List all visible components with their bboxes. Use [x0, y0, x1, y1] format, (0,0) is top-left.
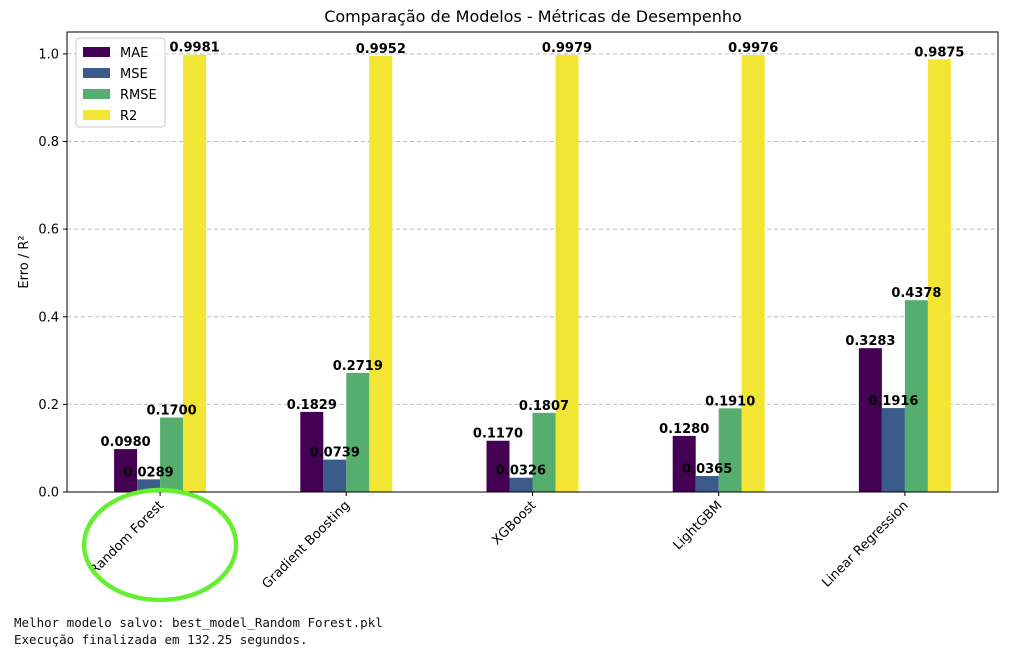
bar-mae-1 [300, 411, 324, 492]
legend-label: MSE [120, 67, 148, 82]
model-comparison-chart: Comparação de Modelos - Métricas de Dese… [17, 7, 999, 603]
legend-swatch [83, 110, 110, 120]
x-tick-label: XGBoost [489, 498, 539, 548]
bar-value-label: 0.0365 [682, 462, 732, 477]
bar-labels-group: 0.0980 0.0289 0.1700 0.9981 0.1829 0.0739 0.27… [101, 41, 965, 481]
legend-label: RMSE [120, 88, 157, 103]
bar-value-label: 0.1280 [659, 422, 709, 437]
bar-mae-0 [114, 449, 138, 492]
bar-value-label: 0.1700 [147, 404, 197, 419]
bar-r2-3 [741, 54, 765, 493]
bar-rmse-1 [346, 372, 370, 492]
bar-rmse-4 [904, 300, 928, 492]
bar-value-label: 0.1916 [868, 394, 918, 409]
bar-value-label: 0.0326 [496, 464, 546, 479]
y-tick-label: 1.0 [38, 47, 59, 62]
bar-value-label: 0.4378 [891, 286, 941, 301]
bar-r2-1 [369, 56, 393, 492]
bar-mse-4 [881, 408, 905, 492]
bar-r2-2 [555, 54, 579, 492]
highlight-circle [81, 487, 239, 603]
bar-mae-4 [858, 348, 882, 492]
bar-value-label: 0.1170 [473, 427, 523, 442]
legend-swatch [83, 47, 110, 57]
bar-value-label: 0.1807 [519, 399, 569, 414]
console-line-execution-time: Execução finalizada em 132.25 segundos. [14, 632, 308, 647]
bar-value-label: 0.9952 [356, 42, 406, 57]
console-output: Melhor modelo salvo: best_model_Random F… [14, 614, 383, 648]
bar-value-label: 0.1910 [705, 394, 755, 409]
bar-value-label: 0.9979 [542, 41, 592, 56]
x-tick-label: LightGBM [671, 498, 726, 553]
bar-mse-3 [695, 476, 719, 492]
bar-rmse-0 [160, 417, 184, 492]
bar-rmse-3 [718, 408, 742, 492]
y-tick-label: 0.6 [38, 223, 59, 238]
bar-value-label: 0.3283 [845, 334, 895, 349]
bars-group [114, 54, 951, 493]
y-tick-label: 0.0 [38, 486, 59, 501]
annotation-circle [81, 487, 239, 603]
y-tick-label: 0.4 [38, 310, 59, 325]
legend-label: MAE [120, 46, 148, 61]
legend-label: R2 [120, 109, 137, 124]
bar-value-label: 0.9976 [728, 41, 778, 56]
legend: MAE MSE RMSE R2 [75, 37, 166, 128]
grid-lines [67, 53, 998, 405]
bar-mae-3 [672, 435, 696, 492]
bar-mae-2 [486, 440, 510, 492]
bar-mse-1 [323, 459, 347, 492]
bar-value-label: 0.2719 [333, 359, 383, 374]
bar-rmse-2 [532, 412, 556, 492]
bar-value-label: 0.1829 [287, 398, 337, 413]
bar-value-label: 0.0739 [310, 446, 360, 461]
bar-value-label: 0.0289 [124, 465, 174, 480]
legend-swatch [83, 89, 110, 99]
y-tick-label: 0.2 [38, 398, 59, 413]
x-axis: Random Forest Gradient Boosting XGBoost Lig… [87, 492, 912, 592]
x-tick-label: Gradient Boosting [259, 498, 353, 592]
bar-value-label: 0.9981 [170, 41, 220, 56]
bar-value-label: 0.0980 [101, 435, 151, 450]
y-tick-label: 0.8 [38, 135, 59, 150]
legend-box [75, 37, 166, 128]
chart-title: Comparação de Modelos - Métricas de Dese… [324, 7, 742, 26]
y-axis-label: Erro / R² [17, 235, 32, 288]
bar-r2-4 [927, 59, 951, 492]
console-line-saved-model: Melhor modelo salvo: best_model_Random F… [14, 615, 383, 630]
bar-r2-0 [183, 54, 207, 492]
bar-mse-2 [509, 477, 533, 492]
bar-value-label: 0.9875 [914, 45, 964, 60]
x-tick-label: Linear Regression [819, 498, 911, 590]
legend-swatch [83, 68, 110, 78]
y-axis: 0.0 0.2 0.4 0.6 0.8 1.0 [38, 47, 67, 501]
